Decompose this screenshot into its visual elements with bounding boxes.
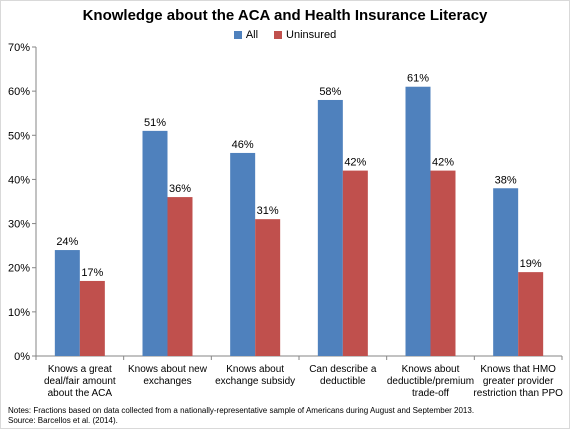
data-label-uninsured: 17%	[81, 267, 103, 279]
bar-all	[317, 99, 343, 356]
legend-item-all: All	[233, 29, 259, 41]
bar-uninsured	[342, 170, 368, 356]
bar-all	[54, 250, 80, 356]
source-line: Source: Barcellos et al. (2014).	[8, 416, 118, 425]
x-tick-label: exchange subsidy	[215, 376, 295, 387]
data-label-all: 61%	[407, 73, 429, 85]
data-label-uninsured: 42%	[432, 157, 454, 169]
y-tick-label: 20%	[8, 263, 30, 275]
legend-swatch-uninsured	[274, 31, 283, 39]
y-tick-label: 50%	[8, 130, 30, 142]
x-tick-label: Knows that HMO	[480, 364, 556, 375]
data-label-uninsured: 31%	[257, 205, 279, 217]
y-tick-label: 40%	[8, 174, 30, 186]
y-tick-label: 0%	[14, 351, 30, 363]
x-tick-label: Knows about new	[128, 364, 208, 375]
bar-uninsured	[79, 280, 105, 356]
bar-all	[230, 152, 256, 356]
x-tick-label: deal/fair amount	[44, 376, 116, 387]
chart-notes: Notes: Fractions based on data collected…	[8, 406, 474, 426]
legend: All Uninsured	[0, 29, 570, 41]
x-tick-label: trade-off	[412, 388, 449, 399]
bar-all	[405, 86, 431, 356]
legend-label-all: All	[245, 29, 259, 41]
x-tick-label: restriction than PPO	[473, 388, 563, 399]
x-tick-label: Knows about	[226, 364, 284, 375]
legend-swatch-all	[233, 31, 242, 39]
y-tick-label: 30%	[8, 219, 30, 231]
x-tick-label: Can describe a	[309, 364, 377, 375]
data-label-uninsured: 19%	[520, 258, 542, 270]
y-tick-label: 10%	[8, 307, 30, 319]
legend-label-uninsured: Uninsured	[286, 29, 337, 41]
bar-uninsured	[167, 197, 193, 356]
x-tick-label: greater provider	[483, 376, 554, 387]
notes-line: Notes: Fractions based on data collected…	[8, 406, 475, 415]
x-tick-label: Knows a great	[48, 364, 112, 375]
y-tick-label: 70%	[8, 42, 30, 54]
x-tick-label: exchanges	[143, 376, 191, 387]
bar-uninsured	[430, 170, 456, 356]
x-tick-label: Knows about	[402, 364, 460, 375]
data-label-all: 58%	[319, 86, 341, 98]
chart-title: Knowledge about the ACA and Health Insur…	[82, 7, 488, 24]
legend-item-uninsured: Uninsured	[274, 29, 336, 41]
bar-uninsured	[518, 272, 544, 356]
data-label-uninsured: 42%	[344, 157, 366, 169]
data-label-all: 24%	[56, 236, 78, 248]
x-tick-label: deductible	[320, 376, 366, 387]
bar-all	[142, 130, 168, 356]
bar-all	[493, 188, 519, 356]
data-label-uninsured: 36%	[169, 183, 191, 195]
x-tick-label: about the ACA	[48, 388, 113, 399]
x-tick-label: deductible/premium	[387, 376, 474, 387]
bar-uninsured	[255, 219, 281, 356]
data-label-all: 38%	[495, 174, 517, 186]
data-label-all: 46%	[232, 139, 254, 151]
y-tick-label: 60%	[8, 86, 30, 98]
data-label-all: 51%	[144, 117, 166, 129]
